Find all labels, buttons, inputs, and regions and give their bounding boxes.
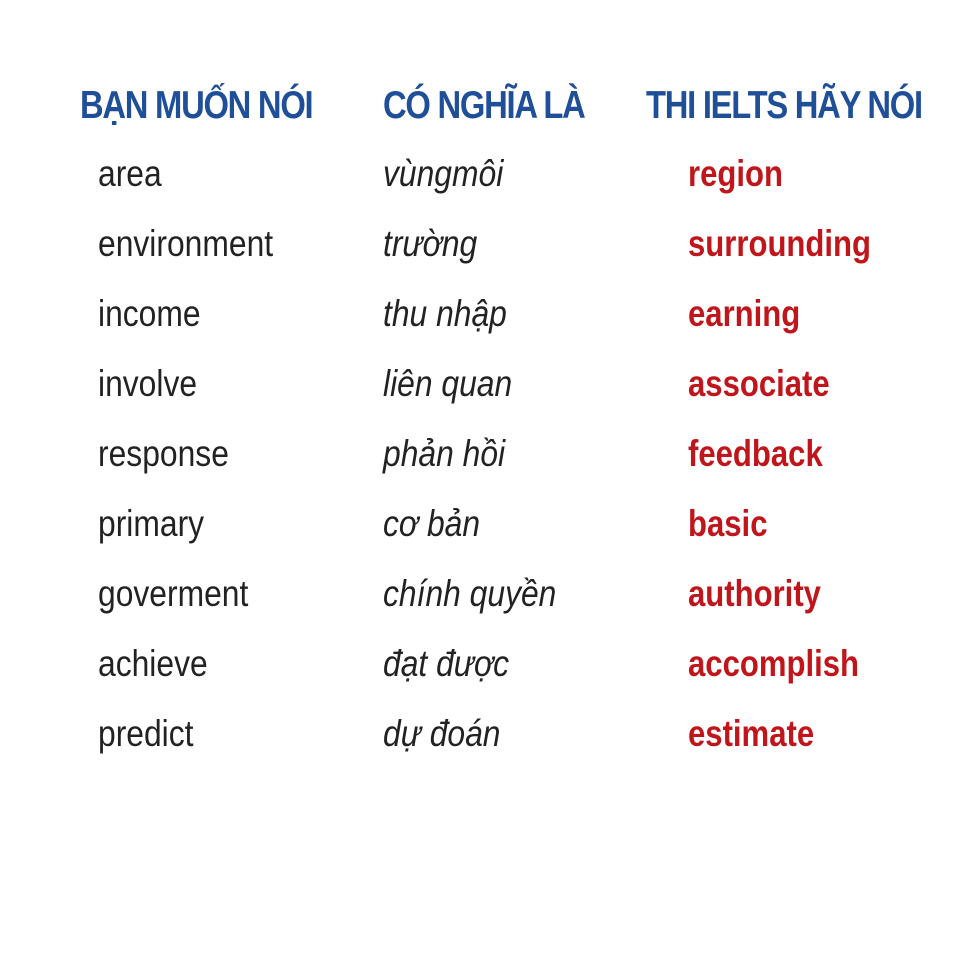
vietnamese-meaning: đạt được [383,643,510,684]
ielts-word: region [688,153,783,194]
common-word: income [98,293,201,334]
common-word: environment [98,223,274,264]
ielts-word: accomplish [688,643,860,684]
ielts-word: estimate [688,713,815,754]
ielts-word: surrounding [688,223,872,264]
ielts-word: earning [688,293,801,334]
vietnamese-meaning: dự đoán [383,713,501,754]
header-ielts-say: THI IELTS HÃY NÓI [646,84,923,127]
vietnamese-meaning: chính quyền [383,573,557,614]
header-you-want-to-say: BẠN MUỐN NÓI [80,84,314,127]
ielts-word: associate [688,363,830,404]
common-word: achieve [98,643,208,684]
common-word: response [98,433,229,474]
vietnamese-meaning: phản hồi [383,433,506,474]
vietnamese-meaning: vùngmôi [383,153,504,194]
vietnamese-meaning: thu nhập [383,293,507,334]
ielts-word: authority [688,573,821,614]
common-word: predict [98,713,194,754]
common-word: involve [98,363,198,404]
common-word: primary [98,503,205,544]
ielts-word: feedback [688,433,823,474]
vietnamese-meaning: trường [383,223,478,264]
common-word: area [98,153,162,194]
common-word: goverment [98,573,249,614]
ielts-word: basic [688,503,768,544]
header-meaning: CÓ NGHĨA LÀ [383,84,586,127]
vietnamese-meaning: liên quan [383,363,513,404]
vietnamese-meaning: cơ bản [383,503,481,544]
